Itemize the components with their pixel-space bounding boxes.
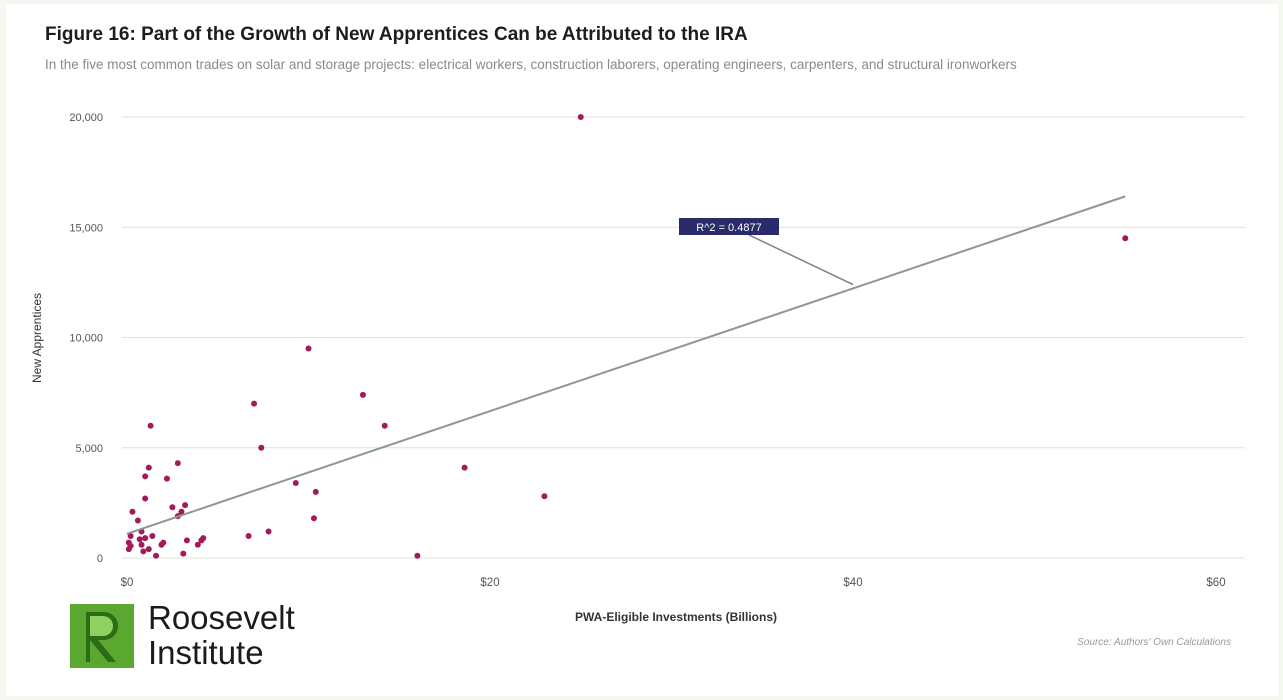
scatter-point (142, 535, 149, 542)
x-tick-label: $20 (480, 577, 499, 589)
scatter-point (127, 542, 134, 549)
scatter-point (149, 532, 156, 539)
scatter-point (305, 345, 312, 352)
logo-line-2: Institute (148, 634, 264, 671)
y-axis-label: New Apprentices (30, 293, 44, 383)
scatter-point (183, 537, 190, 544)
scatter-point (265, 528, 272, 535)
scatter-point (134, 517, 141, 524)
trendline-group: R^2 = 0.4877 (126, 195, 1126, 535)
scatter-point (127, 532, 134, 539)
x-axis-label: PWA-Eligible Investments (Billions) (575, 610, 777, 624)
x-tick-label: $40 (843, 577, 862, 589)
y-tick-label: 15,000 (69, 222, 103, 234)
scatter-point (174, 460, 181, 467)
scatter-point (310, 515, 317, 522)
scatter-point (136, 536, 143, 543)
scatter-point (414, 552, 421, 559)
scatter-point (153, 552, 160, 559)
scatter-point (312, 488, 319, 495)
logo-line-1: Roosevelt (148, 599, 295, 636)
y-tick-label: 5,000 (75, 443, 103, 455)
chart-subtitle: In the five most common trades on solar … (45, 57, 1017, 72)
scatter-point (145, 464, 152, 471)
scatter-point (1122, 235, 1129, 242)
scatter-point (142, 495, 149, 502)
x-tick-label: $0 (121, 577, 134, 589)
trendline (126, 195, 1126, 535)
scatter-point (180, 550, 187, 557)
scatter-point (245, 532, 252, 539)
scatter-point (169, 504, 176, 511)
scatter-point (359, 391, 366, 398)
scatter-point (178, 508, 185, 515)
scatter-point (194, 541, 201, 548)
annotation-box (679, 218, 779, 235)
scatter-point (163, 475, 170, 482)
x-tick-label: $60 (1206, 577, 1225, 589)
roosevelt-logo: Roosevelt Institute (70, 600, 340, 670)
scatter-point (251, 400, 258, 407)
chart-title: Figure 16: Part of the Growth of New App… (45, 24, 748, 45)
gridlines (122, 116, 1245, 559)
scatter-point (138, 541, 145, 548)
data-points (125, 114, 1129, 559)
roosevelt-r-icon (70, 604, 134, 668)
scatter-point (182, 502, 189, 509)
source-note: Source: Authors' Own Calculations (1077, 637, 1231, 648)
scatter-point (258, 444, 265, 451)
x-axis-ticks: $0 $20 $40 $60 (121, 577, 1226, 589)
scatter-point (577, 114, 584, 120)
scatter-point (142, 473, 149, 480)
scatter-point (200, 535, 207, 542)
scatter-point (381, 422, 388, 429)
scatter-point (145, 546, 152, 553)
y-tick-label: 0 (97, 553, 103, 565)
scatter-point (147, 422, 154, 429)
y-axis-ticks: 0 5,000 10,000 15,000 20,000 (69, 112, 103, 565)
scatter-point (129, 508, 136, 515)
r-squared-label: R^2 = 0.4877 (696, 222, 761, 234)
scatter-point (160, 539, 167, 546)
y-tick-label: 10,000 (69, 333, 103, 345)
scatter-point (140, 548, 147, 555)
chart-card (6, 4, 1278, 696)
logo-wordmark: Roosevelt Institute (148, 600, 295, 670)
scatter-point (541, 493, 548, 500)
scatter-point (461, 464, 468, 471)
scatter-point (292, 480, 299, 487)
annotation-leader (748, 234, 854, 286)
y-tick-label: 20,000 (69, 112, 103, 124)
